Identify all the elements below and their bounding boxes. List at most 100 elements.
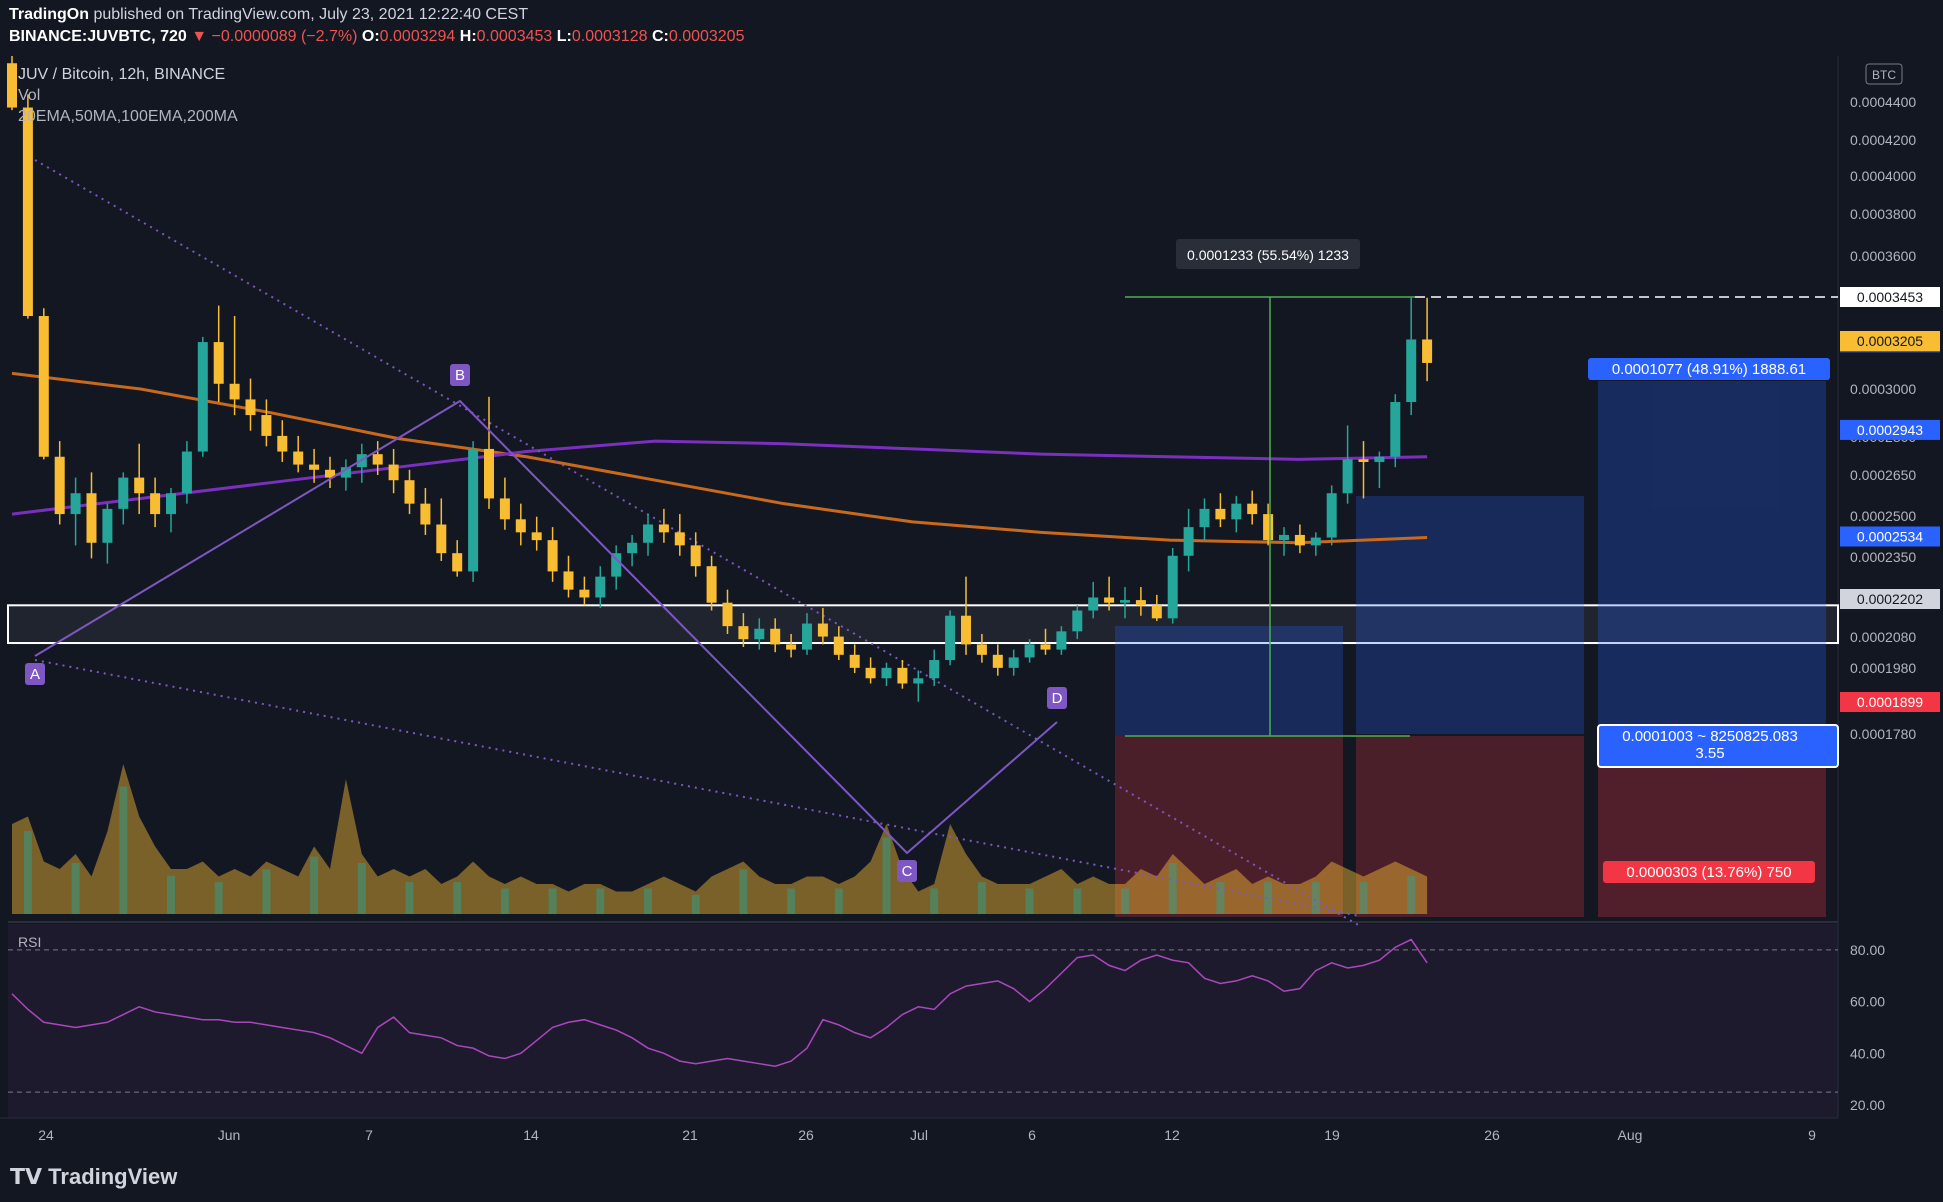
footer: 𝗧𝗩 TradingView bbox=[0, 1156, 1943, 1202]
candle-body bbox=[499, 498, 510, 520]
symbol-label: BINANCE:JUVBTC, 720 bbox=[9, 28, 187, 45]
time-tick-label: 7 bbox=[365, 1127, 373, 1143]
candle-body bbox=[1072, 610, 1083, 632]
volume-bar bbox=[405, 882, 414, 914]
chart-header: TradingOn published on TradingView.com, … bbox=[0, 0, 1943, 56]
open-value: 0.0003294 bbox=[379, 28, 456, 45]
volume-legend[interactable]: Vol bbox=[18, 87, 41, 104]
candle-body bbox=[1406, 339, 1417, 403]
candle-body bbox=[754, 628, 765, 640]
pattern-point-marker bbox=[450, 364, 470, 386]
chart-canvas[interactable]: A B C D 0.0001233 (55.54%) 1233 0.0001077 (48… bbox=[0, 56, 1943, 1156]
candle-body bbox=[213, 342, 224, 384]
price-tag: 0.0002943 bbox=[1857, 422, 1923, 438]
volume-bar bbox=[357, 863, 366, 914]
candle-body bbox=[913, 678, 924, 684]
ma-purple-line bbox=[11, 439, 1428, 516]
volume-bar bbox=[119, 786, 128, 914]
pattern-point-label: D bbox=[1052, 690, 1063, 707]
high-value: 0.0003453 bbox=[476, 28, 553, 45]
price-tag-box bbox=[1840, 287, 1940, 307]
price-tick-label: 0.0004200 bbox=[1850, 132, 1916, 148]
candle-body bbox=[1024, 644, 1035, 658]
candle-body bbox=[229, 383, 240, 400]
volume-bar bbox=[1216, 882, 1225, 914]
candle-body bbox=[245, 399, 256, 416]
target-label-box bbox=[1588, 358, 1830, 380]
volume-bar bbox=[882, 837, 891, 914]
price-tick-label: 0.0004000 bbox=[1850, 168, 1916, 184]
price-tag-box bbox=[1840, 589, 1940, 609]
candle-body bbox=[1358, 459, 1369, 462]
candle-body bbox=[802, 623, 812, 650]
pattern-point-label: B bbox=[455, 367, 465, 384]
currency-badge: BTC bbox=[1872, 68, 1896, 82]
price-tag: 0.0002534 bbox=[1857, 529, 1923, 545]
candle-body bbox=[197, 342, 208, 452]
volume-bar bbox=[596, 888, 605, 914]
entry-label-box bbox=[1597, 724, 1839, 768]
volume-bar bbox=[167, 875, 175, 914]
candle-body bbox=[70, 493, 81, 515]
candle-body bbox=[452, 553, 463, 572]
candle-body bbox=[340, 467, 351, 478]
volume-bar bbox=[23, 831, 32, 914]
candle-body bbox=[690, 545, 701, 567]
candle-body bbox=[1231, 503, 1242, 520]
candle-body bbox=[277, 435, 288, 452]
tradingview-logo-text: TradingView bbox=[48, 1164, 178, 1189]
rsi-pane-background bbox=[8, 924, 1838, 1118]
currency-badge-box bbox=[1865, 63, 1903, 85]
volume-bar bbox=[1073, 888, 1082, 914]
price-tag-box bbox=[1840, 331, 1940, 351]
wedge-upper-line bbox=[34, 159, 1361, 927]
time-tick-label: 9 bbox=[1808, 1127, 1816, 1143]
volume-bar bbox=[262, 869, 271, 914]
close-label: C: bbox=[651, 28, 669, 45]
volume-bar bbox=[1025, 888, 1034, 914]
abcd-pattern-line bbox=[34, 399, 1058, 855]
target-label: 0.0001077 (48.91%) 1888.61 bbox=[1612, 361, 1806, 378]
time-tick-label: 14 bbox=[523, 1127, 539, 1143]
series-title[interactable]: JUV / Bitcoin, 12h, BINANCE bbox=[18, 66, 226, 83]
candle-body bbox=[849, 654, 860, 668]
candle-body bbox=[181, 451, 192, 494]
candle-body bbox=[118, 477, 129, 509]
volume-area bbox=[12, 764, 1428, 914]
volume-bar bbox=[310, 856, 319, 914]
high-label: H: bbox=[459, 28, 477, 45]
tradingview-logo[interactable]: 𝗧𝗩 TradingView bbox=[10, 1164, 177, 1190]
price-tick-label: 0.0004400 bbox=[1850, 94, 1916, 110]
candle-body bbox=[1326, 493, 1337, 538]
volume-bar bbox=[1168, 863, 1177, 914]
candle-body bbox=[563, 571, 574, 590]
volume-bar bbox=[644, 888, 652, 914]
publisher-name[interactable]: TradingOn bbox=[9, 6, 89, 23]
pattern-point-marker bbox=[25, 663, 45, 685]
time-tick-label: 21 bbox=[682, 1127, 698, 1143]
candle-body bbox=[1040, 644, 1051, 650]
candle-body bbox=[1390, 402, 1401, 457]
candle-body bbox=[1120, 600, 1130, 603]
price-tick-label: 0.0001980 bbox=[1850, 660, 1916, 676]
price-tick-label: 0.0002350 bbox=[1850, 549, 1916, 565]
candle-body bbox=[547, 540, 558, 572]
candle-body bbox=[611, 553, 622, 577]
candle-body bbox=[1279, 534, 1289, 541]
price-tick-label: 0.0002500 bbox=[1850, 508, 1916, 524]
tradingview-logo-icon: 𝗧𝗩 bbox=[10, 1164, 43, 1189]
long-stop-box-1 bbox=[1115, 736, 1343, 917]
time-tick-label: Jul bbox=[910, 1127, 928, 1143]
volume-bar bbox=[1359, 882, 1368, 914]
candle-body bbox=[1008, 657, 1019, 668]
price-tag: 0.0003205 bbox=[1857, 333, 1923, 349]
candle-body bbox=[1215, 508, 1226, 520]
price-tick-label: 0.0002080 bbox=[1850, 629, 1916, 645]
rsi-legend[interactable]: RSI bbox=[18, 934, 42, 950]
long-stop-box-2 bbox=[1356, 736, 1584, 917]
candle-body bbox=[1247, 503, 1258, 515]
price-tag-box bbox=[1840, 419, 1940, 440]
time-tick-label: 12 bbox=[1164, 1127, 1180, 1143]
moving-averages-legend[interactable]: 20EMA,50MA,100EMA,200MA bbox=[18, 108, 238, 125]
candle-body bbox=[38, 316, 49, 457]
